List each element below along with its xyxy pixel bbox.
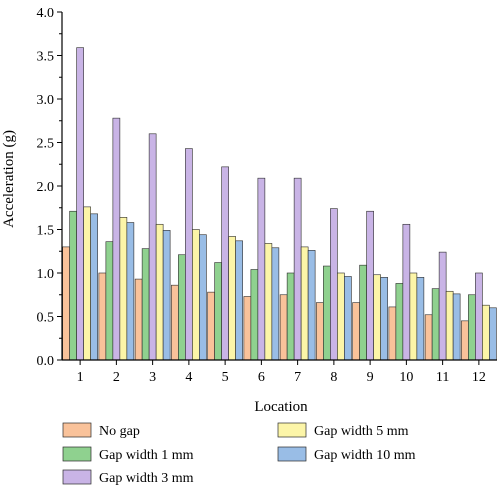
bar-3-location-6	[257, 177, 266, 361]
bar-3-location-10	[402, 223, 411, 361]
bar-1-location-7	[279, 294, 288, 361]
y-tick-label: 0.0	[37, 354, 55, 369]
bar-1-location-5	[207, 291, 215, 361]
y-tick-label: 1.5	[37, 224, 55, 239]
bar-3-location-4	[185, 148, 193, 361]
bar-5-location-5	[235, 240, 243, 361]
bar-3-location-3	[148, 133, 157, 361]
bar-3-location-7	[293, 177, 302, 361]
x-axis-label: Location	[254, 399, 308, 415]
bar-4-location-8	[337, 272, 345, 361]
bar-2-location-9	[359, 264, 367, 361]
x-tick-label: 1	[77, 370, 84, 385]
y-tick-label: 3.5	[37, 50, 55, 65]
y-tick-label: 0.5	[37, 311, 55, 326]
x-tick-label: 6	[258, 370, 265, 385]
y-tick-label: 1.0	[37, 267, 55, 282]
bar-3-location-9	[366, 210, 374, 361]
bar-4-location-6	[264, 243, 273, 361]
bar-5-location-10	[416, 277, 425, 361]
bar-4-location-4	[192, 229, 200, 361]
x-tick-label: 2	[113, 370, 120, 385]
bar-2-location-5	[214, 262, 222, 361]
bar-4-location-1	[83, 206, 91, 361]
x-tick-label: 4	[185, 370, 192, 385]
bar-3-location-5	[221, 166, 229, 361]
bar-1-location-12	[461, 320, 469, 361]
bar-5-location-9	[380, 277, 388, 361]
bar-3-location-1	[76, 47, 84, 361]
y-tick-label: 2.5	[37, 137, 55, 152]
bar-1-location-1	[62, 246, 70, 361]
bar-4-location-5	[228, 236, 236, 361]
legend-label-4: Gap width 5 mm	[314, 424, 409, 439]
bar-1-location-6	[243, 296, 252, 361]
bar-2-location-1	[69, 210, 77, 361]
x-tick-label: 8	[330, 370, 337, 385]
bar-5-location-2	[126, 222, 135, 361]
legend-swatch-5	[277, 446, 307, 462]
x-tick-label: 7	[294, 370, 301, 385]
bar-2-location-8	[323, 265, 331, 361]
x-tick-label: 11	[436, 370, 449, 385]
legend-label-1: No gap	[99, 424, 140, 439]
legend-swatch-3	[62, 469, 92, 485]
legend-swatch-4	[277, 422, 307, 438]
bar-4-location-12	[482, 304, 490, 361]
bar-3-location-11	[438, 251, 447, 361]
legend-swatch-1	[62, 422, 92, 438]
y-tick-label: 2.0	[37, 180, 55, 195]
legend-label-3: Gap width 3 mm	[99, 471, 194, 486]
bar-2-location-11	[431, 288, 440, 361]
bar-1-location-3	[134, 278, 143, 361]
bar-5-location-8	[344, 276, 352, 361]
bar-5-location-1	[90, 213, 98, 361]
x-tick-label: 10	[399, 370, 413, 385]
bar-4-location-3	[155, 223, 164, 361]
bar-1-location-10	[388, 306, 397, 361]
bar-4-location-10	[409, 272, 418, 361]
plot-area	[62, 47, 497, 361]
bar-3-location-8	[330, 208, 338, 361]
y-tick-label: 3.0	[37, 93, 55, 108]
bar-5-location-3	[162, 230, 171, 361]
bar-5-location-4	[199, 234, 207, 361]
bar-1-location-4	[171, 284, 179, 361]
bar-2-location-6	[250, 269, 259, 361]
bar-2-location-12	[468, 294, 476, 361]
bar-2-location-7	[286, 272, 295, 361]
bar-5-location-6	[271, 247, 280, 361]
bar-4-location-9	[373, 274, 381, 361]
bar-5-location-7	[307, 250, 316, 361]
y-tick-label: 4.0	[37, 6, 55, 21]
x-tick-label: 9	[367, 370, 374, 385]
bar-5-location-12	[489, 307, 497, 361]
x-tick-label: 3	[149, 370, 156, 385]
legend-swatch-2	[62, 446, 92, 462]
bar-1-location-8	[316, 302, 324, 361]
legend: No gap Gap width 1 mm Gap width 3 mm Gap wi…	[62, 422, 416, 486]
bar-3-location-2	[112, 117, 121, 361]
bar-3-location-12	[475, 272, 483, 361]
bar-1-location-11	[424, 314, 433, 361]
legend-label-5: Gap width 10 mm	[314, 448, 416, 463]
bar-2-location-4	[178, 254, 186, 361]
bar-5-location-11	[452, 293, 461, 361]
x-tick-label: 12	[472, 370, 486, 385]
bar-2-location-2	[105, 241, 114, 361]
bar-4-location-2	[119, 217, 128, 361]
y-axis-label: Acceleration (g)	[1, 130, 17, 228]
bar-4-location-7	[300, 246, 309, 361]
bar-4-location-11	[445, 290, 454, 361]
bar-1-location-9	[352, 302, 360, 361]
bar-1-location-2	[98, 272, 107, 361]
bar-2-location-3	[141, 248, 150, 361]
legend-label-2: Gap width 1 mm	[99, 448, 194, 463]
bar-2-location-10	[395, 283, 404, 361]
axes: 0.00.51.01.52.02.53.03.54.01 2 3 4 5 6 7 8 9 10 11…	[37, 6, 497, 385]
x-tick-label: 5	[222, 370, 229, 385]
